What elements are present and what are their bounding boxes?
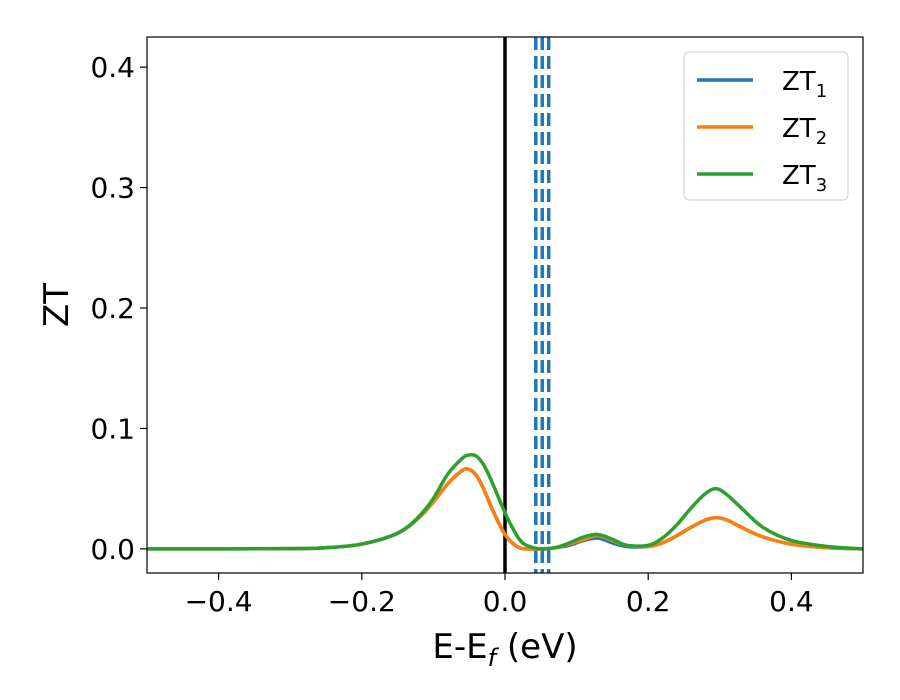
y-tick-label: 0.3 [90, 172, 135, 205]
x-tick-label: 0.0 [483, 585, 528, 618]
x-tick-label: −0.4 [185, 585, 253, 618]
x-axis: −0.4 −0.2 0.0 0.2 0.4 [185, 573, 814, 618]
y-tick-label: 0.0 [90, 533, 135, 566]
x-tick-label: 0.4 [769, 585, 814, 618]
series-lines [147, 452, 863, 551]
y-axis: 0.0 0.1 0.2 0.3 0.4 [90, 51, 147, 566]
legend-frame [683, 51, 849, 201]
y-axis-title: ZT [37, 283, 77, 327]
y-tick-label: 0.4 [90, 51, 135, 84]
vertical-lines [503, 37, 551, 573]
legend-label-zt2: ZT2 [782, 114, 827, 149]
y-tick-label: 0.1 [90, 412, 135, 445]
x-tick-label: 0.2 [626, 585, 671, 618]
legend-label-zt3: ZT3 [782, 161, 827, 196]
x-axis-title: E-Ef (eV) [432, 627, 577, 672]
legend: ZT1 ZT2 ZT3 [683, 51, 849, 201]
legend-label-zt1: ZT1 [782, 67, 827, 102]
x-tick-label: −0.2 [328, 585, 396, 618]
y-tick-label: 0.2 [90, 292, 135, 325]
series-line-zt3 [147, 452, 863, 551]
